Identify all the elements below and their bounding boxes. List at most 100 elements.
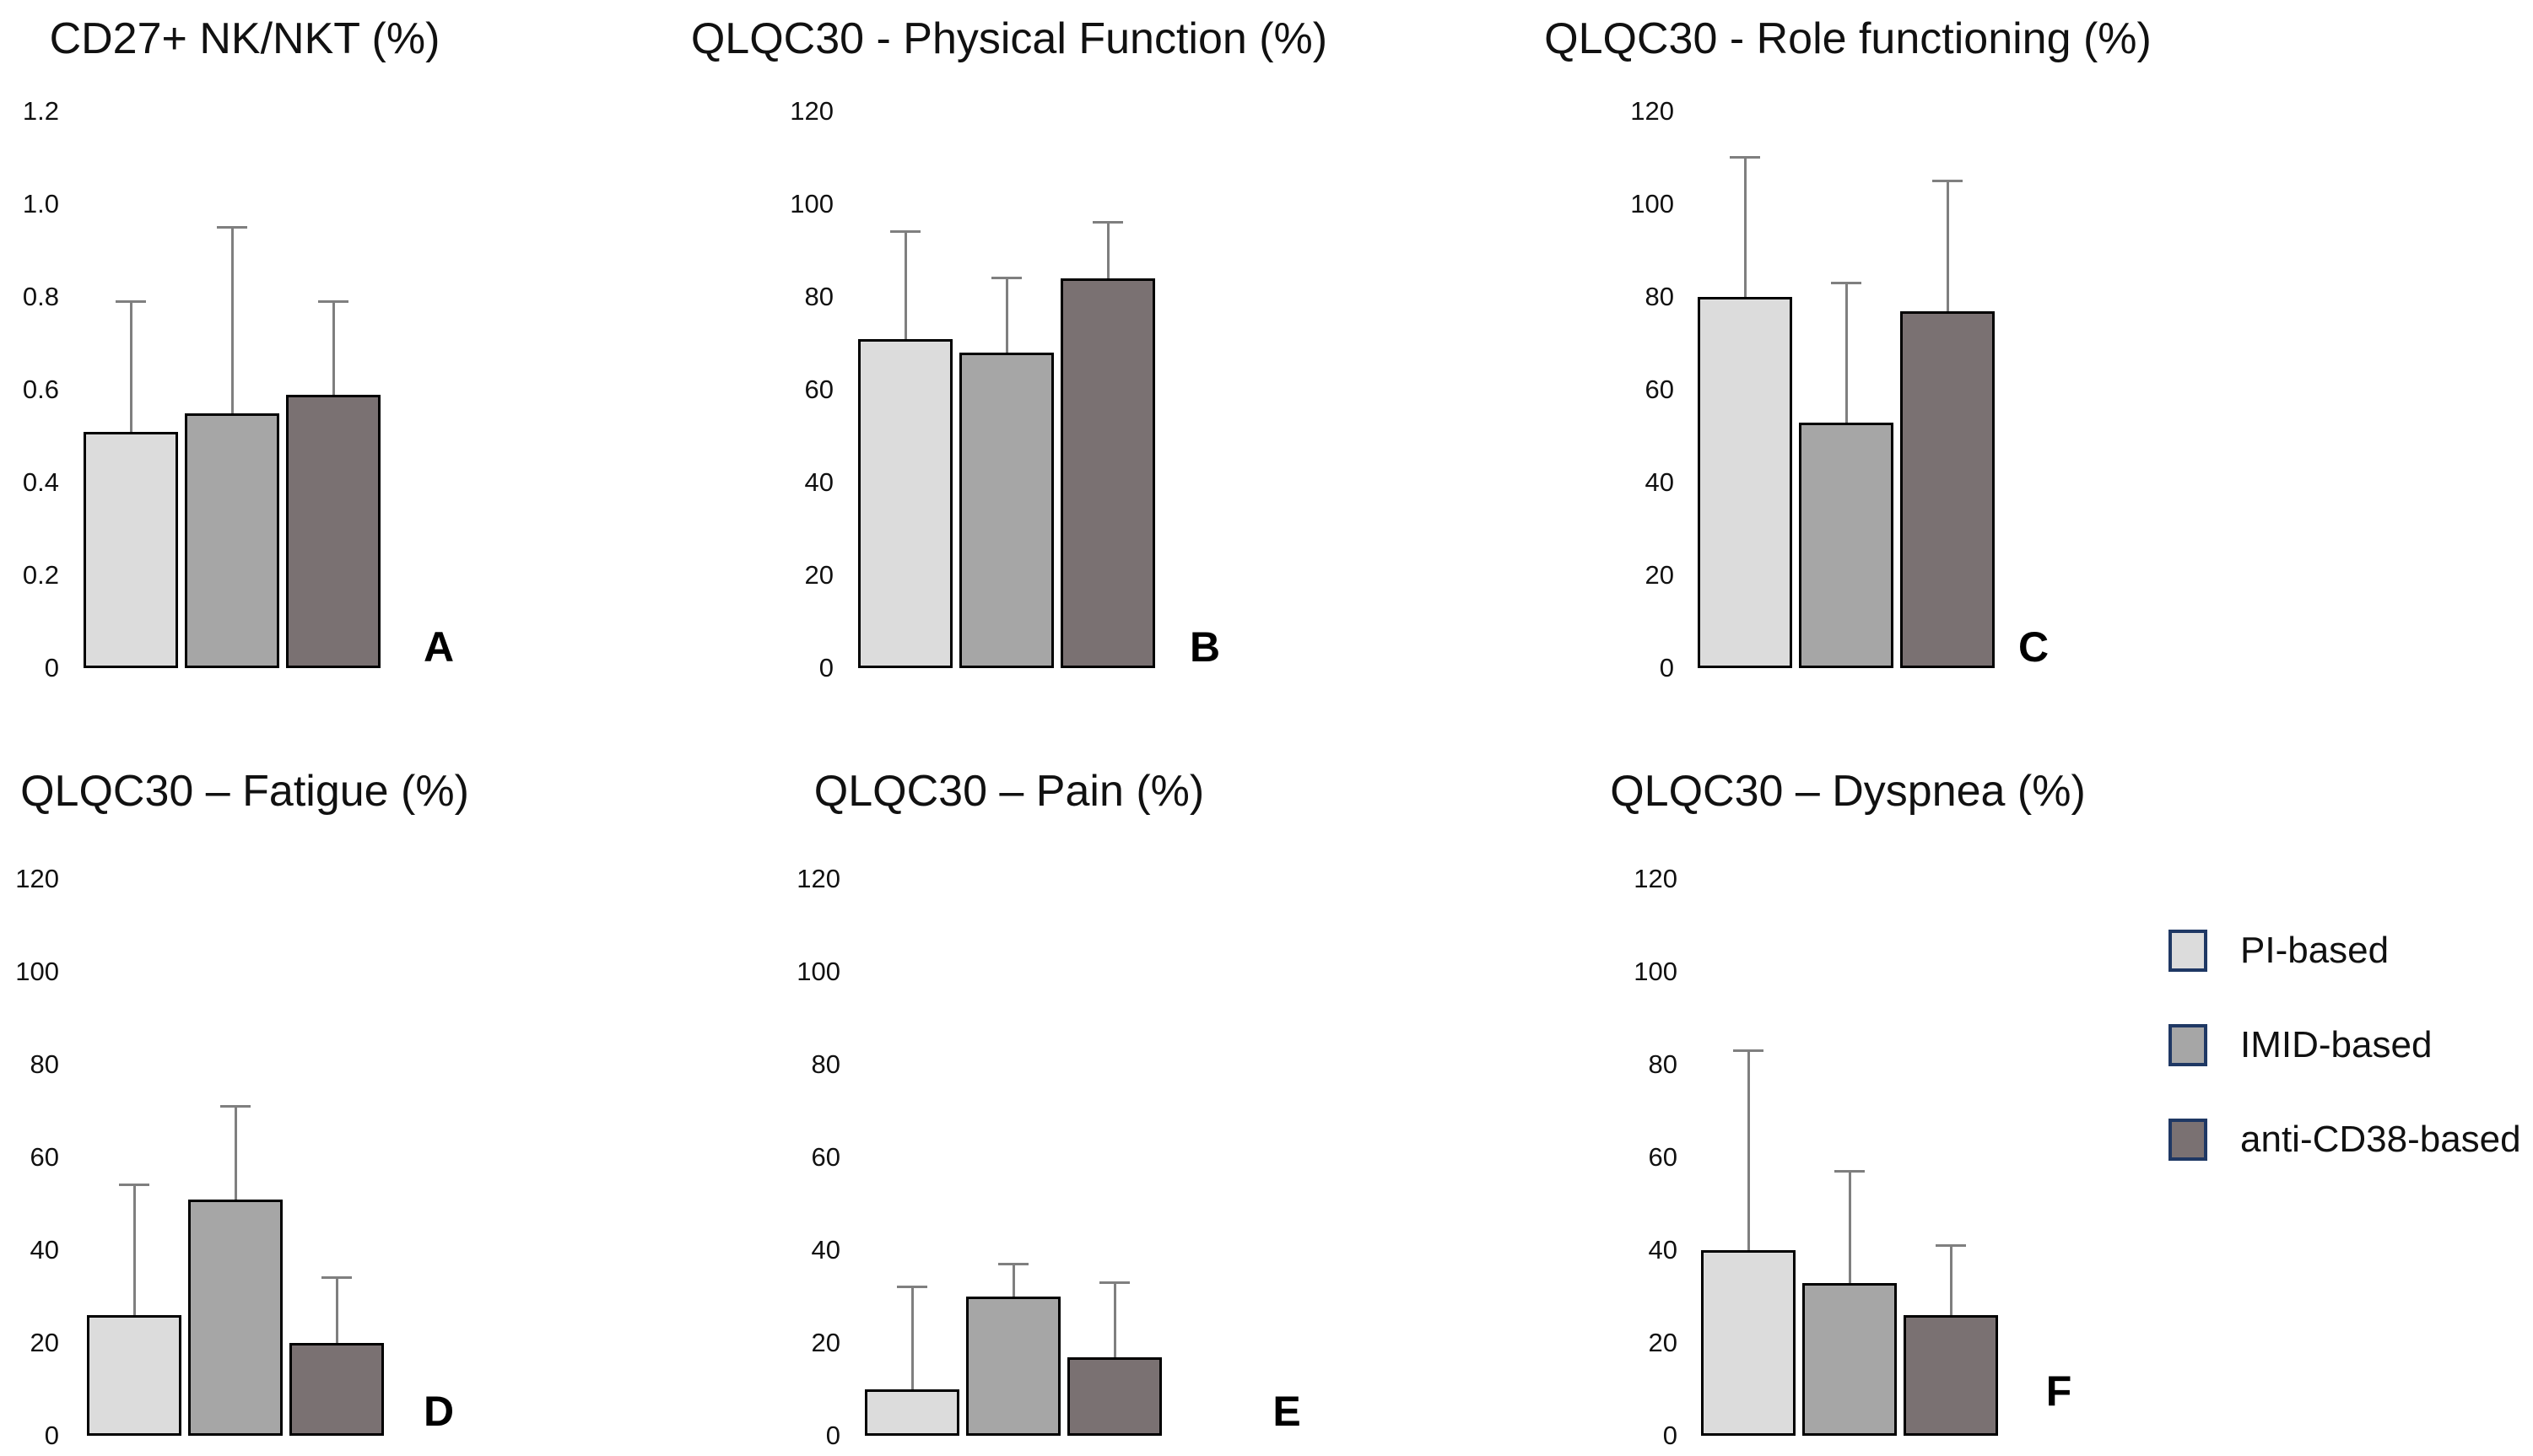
y-tick-label: 40	[1645, 467, 1674, 497]
bar-anti-cd38-based	[1061, 278, 1155, 668]
bar-imid-based	[966, 1297, 1061, 1436]
y-tick-label: 80	[30, 1049, 59, 1079]
chart-title-F: QLQC30 – Dyspnea (%)	[1610, 767, 2086, 816]
error-bar-line	[332, 301, 335, 395]
bar-pi-based	[858, 338, 953, 668]
error-bar-cap	[1093, 221, 1123, 224]
panel-letter-E: E	[1272, 1388, 1301, 1435]
chart-title-D: QLQC30 – Fatigue (%)	[20, 767, 469, 816]
panel-letter-A: A	[423, 623, 455, 671]
error-bar-cap	[321, 1276, 352, 1279]
error-bar-line	[335, 1278, 338, 1343]
y-tick-label: 120	[797, 864, 840, 893]
error-bar-cap	[217, 225, 247, 229]
error-bar-line	[1005, 278, 1008, 353]
chart-title-A: CD27+ NK/NKT (%)	[49, 14, 440, 63]
y-tick-label: 120	[1630, 96, 1674, 126]
error-bar-cap	[897, 1286, 927, 1288]
bar-imid-based	[185, 413, 279, 668]
y-tick-label: 100	[1630, 189, 1674, 218]
error-bar-cap	[1733, 1049, 1763, 1052]
y-tick-label: 40	[30, 1235, 59, 1265]
bar-anti-cd38-based	[1904, 1315, 1998, 1436]
error-bar-line	[1106, 223, 1110, 278]
y-tick-label: 0	[1659, 653, 1674, 682]
error-bar-cap	[318, 299, 348, 303]
y-tick-label: 0.2	[22, 560, 59, 590]
y-tick-label: 60	[1645, 375, 1674, 404]
error-bar-line	[1113, 1282, 1116, 1357]
error-bar-line	[1848, 1171, 1851, 1283]
y-tick-label: 0.8	[22, 282, 59, 311]
error-bar-cap	[1831, 281, 1861, 284]
error-bar-cap	[1834, 1169, 1865, 1173]
y-tick-label: 40	[804, 467, 834, 497]
error-bar-line	[129, 301, 132, 432]
bar-imid-based	[188, 1199, 283, 1436]
chart-title-E: QLQC30 – Pain (%)	[813, 767, 1205, 816]
error-bar-cap	[890, 230, 921, 233]
y-tick-label: 20	[30, 1328, 59, 1357]
bar-imid-based	[959, 353, 1054, 668]
error-bar-line	[910, 1287, 914, 1389]
error-bar-line	[1743, 158, 1747, 297]
y-tick-label: 120	[1634, 864, 1677, 893]
legend-label-pi-based: PI-based	[2240, 930, 2390, 971]
error-bar-cap	[220, 1104, 251, 1108]
bar-pi-based	[865, 1389, 959, 1436]
y-tick-label: 20	[1648, 1328, 1677, 1357]
y-tick-label: 0	[818, 653, 834, 682]
y-tick-label: 60	[804, 375, 834, 404]
y-tick-label: 0.4	[22, 467, 59, 497]
bar-pi-based	[1701, 1250, 1796, 1436]
y-tick-label: 80	[1645, 282, 1674, 311]
y-tick-label: 60	[1648, 1142, 1677, 1172]
error-bar-line	[1949, 1245, 1952, 1315]
error-bar-cap	[1099, 1281, 1130, 1284]
y-tick-label: 20	[804, 560, 834, 590]
panel-letter-B: B	[1189, 623, 1221, 671]
error-bar-line	[1012, 1264, 1015, 1297]
legend-label-imid-based: IMID-based	[2240, 1024, 2433, 1065]
y-tick-label: 0	[1662, 1421, 1677, 1450]
panel-letter-F: F	[2045, 1367, 2072, 1415]
y-tick-label: 60	[811, 1142, 840, 1172]
y-tick-label: 100	[797, 957, 840, 986]
chart-title-B: QLQC30 - Physical Function (%)	[690, 14, 1328, 63]
error-bar-line	[1747, 1050, 1750, 1250]
y-tick-label: 40	[1648, 1235, 1677, 1265]
chart-title-C: QLQC30 - Role functioning (%)	[1544, 14, 2152, 63]
y-tick-label: 100	[790, 189, 834, 218]
bar-imid-based	[1802, 1282, 1897, 1436]
legend-swatch-anti-cd38-based	[2168, 1119, 2207, 1161]
y-tick-label: 80	[804, 282, 834, 311]
error-bar-line	[234, 1106, 237, 1200]
y-tick-label: 1.0	[22, 189, 59, 218]
bar-anti-cd38-based	[286, 394, 381, 668]
legend-swatch-pi-based	[2168, 930, 2207, 972]
error-bar-cap	[119, 1184, 149, 1186]
y-tick-label: 80	[1648, 1049, 1677, 1079]
y-tick-label: 0	[44, 653, 59, 682]
error-bar-line	[230, 227, 234, 413]
y-tick-label: 60	[30, 1142, 59, 1172]
error-bar-cap	[1730, 156, 1760, 159]
error-bar-cap	[998, 1262, 1029, 1265]
y-tick-label: 0.6	[22, 375, 59, 404]
error-bar-line	[904, 232, 907, 339]
bar-imid-based	[1799, 422, 1893, 668]
y-tick-label: 1.2	[22, 96, 59, 126]
error-bar-cap	[1936, 1243, 1966, 1247]
bar-pi-based	[84, 431, 178, 668]
panel-letter-C: C	[2017, 623, 2050, 671]
panel-letter-D: D	[423, 1388, 455, 1435]
y-tick-label: 100	[1634, 957, 1677, 986]
legend-label-anti-cd38-based: anti-CD38-based	[2240, 1119, 2521, 1160]
bar-pi-based	[87, 1315, 181, 1436]
y-tick-label: 40	[811, 1235, 840, 1265]
y-tick-label: 20	[811, 1328, 840, 1357]
y-tick-label: 120	[15, 864, 59, 893]
bar-anti-cd38-based	[289, 1343, 384, 1436]
legend-swatch-imid-based	[2168, 1024, 2207, 1066]
